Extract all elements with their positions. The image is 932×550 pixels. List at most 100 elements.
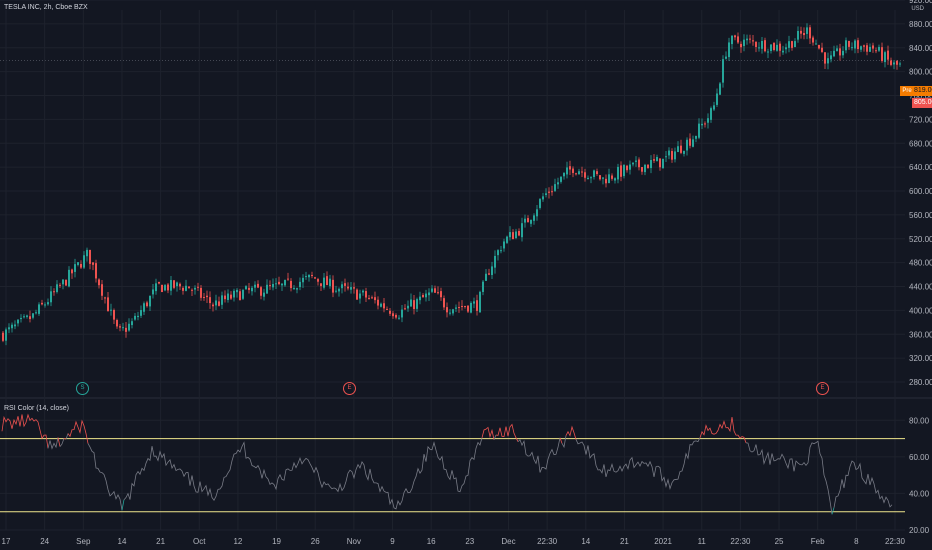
candle-body — [242, 289, 244, 299]
candle-body — [104, 297, 106, 299]
candle-body — [674, 151, 676, 160]
candle-body — [464, 306, 466, 308]
candle-body — [257, 283, 259, 288]
candle-body — [320, 283, 322, 287]
candle-body — [551, 191, 553, 193]
candle-body — [749, 38, 751, 40]
candle-body — [809, 27, 811, 39]
candle-body — [269, 285, 271, 287]
candle-body — [20, 317, 22, 320]
candle-body — [263, 292, 265, 297]
candle-body — [359, 293, 361, 299]
candle-body — [617, 166, 619, 180]
candle-body — [122, 327, 124, 329]
candle-body — [863, 45, 865, 47]
rsi-indicator-title[interactable]: RSI Color (14, close) — [4, 405, 69, 412]
candle-body — [644, 164, 646, 173]
rsi-tick-label: 60.00 — [909, 453, 930, 462]
candle-body — [824, 52, 826, 64]
candle-body — [746, 38, 748, 41]
candle-body — [701, 123, 703, 126]
time-tick-label: Feb — [811, 537, 825, 546]
candle-body — [731, 35, 733, 45]
candle-body — [206, 295, 208, 298]
candle-body — [473, 301, 475, 304]
candle-body — [584, 172, 586, 178]
candle-body — [872, 45, 874, 49]
candle-body — [65, 279, 67, 286]
candle-body — [677, 146, 679, 152]
rsi-panel — [0, 413, 905, 531]
candle-body — [203, 297, 205, 299]
price-tick-label: 720.00 — [909, 115, 932, 124]
candle-body — [314, 277, 316, 279]
candle-body — [812, 37, 814, 43]
candle-body — [38, 304, 40, 314]
candle-body — [80, 263, 82, 268]
price-tick-label: 760.00 — [909, 92, 932, 101]
earnings-event-icon[interactable]: E — [343, 382, 356, 395]
candle-body — [716, 93, 718, 105]
candle-body — [317, 279, 319, 282]
price-candles — [2, 23, 901, 346]
candle-body — [170, 280, 172, 291]
candle-body — [164, 285, 166, 291]
candle-body — [296, 288, 298, 290]
candle-body — [23, 316, 25, 318]
rsi-tick-label: 40.00 — [909, 489, 930, 498]
candle-body — [218, 301, 220, 306]
candle-body — [875, 50, 877, 52]
candle-body — [857, 40, 859, 50]
candle-body — [134, 315, 136, 320]
candle-body — [707, 118, 709, 123]
time-tick-label: 26 — [311, 537, 320, 546]
candle-body — [413, 300, 415, 310]
earnings-event-icon[interactable]: E — [816, 382, 829, 395]
candle-body — [161, 284, 163, 293]
candle-body — [416, 299, 418, 309]
candle-body — [425, 293, 427, 298]
candle-body — [185, 285, 187, 291]
candle-body — [602, 177, 604, 179]
candle-body — [758, 47, 760, 49]
candle-body — [323, 277, 325, 288]
candle-body — [752, 40, 754, 42]
candle-body — [311, 275, 313, 277]
candle-body — [308, 274, 310, 278]
price-tick-label: 560.00 — [909, 211, 932, 220]
candle-body — [554, 184, 556, 191]
candle-body — [113, 310, 115, 320]
rsi-line — [67, 419, 89, 444]
candle-body — [866, 45, 868, 52]
candle-body — [467, 305, 469, 312]
price-tick-label: 600.00 — [909, 187, 932, 196]
candle-body — [353, 287, 355, 289]
price-tick-label: 840.00 — [909, 44, 932, 53]
candle-body — [890, 60, 892, 65]
candle-body — [410, 299, 412, 307]
candle-body — [59, 284, 61, 286]
rsi-tick-label: 80.00 — [909, 416, 930, 425]
candle-body — [665, 156, 667, 158]
rsi-line — [745, 440, 833, 515]
candle-body — [641, 167, 643, 172]
candle-body — [74, 264, 76, 272]
rsi-line — [517, 437, 561, 473]
split-event-icon[interactable]: S — [76, 382, 89, 395]
candle-body — [428, 292, 430, 296]
candle-body — [260, 287, 262, 296]
candle-body — [146, 302, 148, 307]
candle-body — [389, 310, 391, 314]
candle-body — [662, 158, 664, 169]
candle-body — [35, 312, 37, 314]
candle-body — [566, 167, 568, 175]
candle-body — [650, 159, 652, 169]
rsi-line — [559, 437, 563, 444]
time-tick-label: Sep — [76, 537, 91, 546]
candle-body — [152, 289, 154, 295]
candle-body — [143, 303, 145, 312]
candle-body — [821, 47, 823, 52]
candle-body — [272, 283, 274, 288]
symbol-title[interactable]: TESLA INC, 2h, Cboe BZX — [4, 4, 88, 11]
